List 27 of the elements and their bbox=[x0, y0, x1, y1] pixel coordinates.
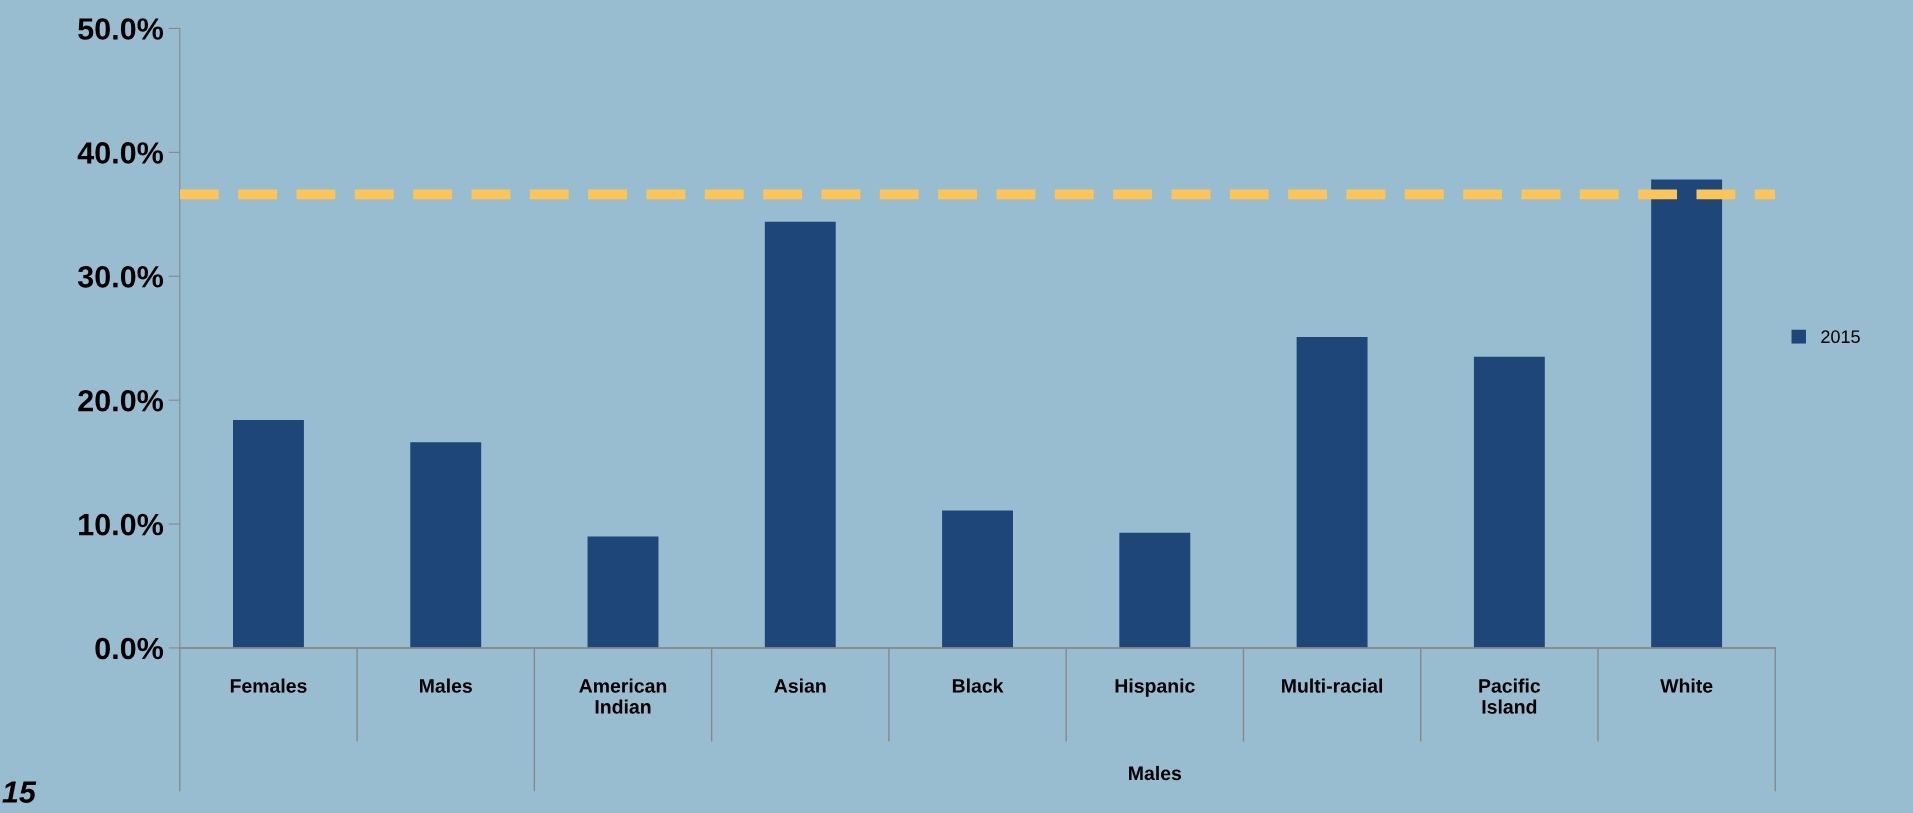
x-tick-label: Females bbox=[230, 678, 307, 693]
x-tick-label: White bbox=[1660, 678, 1713, 693]
x-tick-label: Hispanic bbox=[1115, 678, 1195, 697]
x-tick-label: Asian bbox=[774, 678, 826, 693]
y-tick-label: 20.0% bbox=[78, 389, 164, 412]
bar bbox=[1296, 336, 1368, 648]
x-tick-label: Black bbox=[952, 678, 1004, 693]
x-tick-label: Multi-racial bbox=[1282, 678, 1383, 693]
text: Males bbox=[1129, 765, 1182, 781]
y-tick-label: 10.0% bbox=[79, 513, 164, 536]
bar bbox=[1473, 356, 1545, 648]
bar bbox=[1119, 532, 1191, 648]
bar bbox=[233, 419, 304, 648]
legend-label: 2015 bbox=[1821, 330, 1860, 344]
bar bbox=[942, 510, 1013, 648]
y-tick-label: 0.0% bbox=[95, 637, 164, 660]
y-tick-label: 40.0% bbox=[77, 142, 164, 164]
x-tick-label: American Indian bbox=[579, 678, 667, 714]
x-tick-label: Pacific Island bbox=[1479, 678, 1541, 714]
x-tick-label: Males bbox=[420, 678, 472, 693]
bar bbox=[1651, 179, 1723, 648]
y-tick-label: 30.0% bbox=[77, 265, 164, 288]
y-tick-label: 50.0% bbox=[78, 18, 164, 40]
text: 15 bbox=[2, 781, 37, 803]
bar bbox=[587, 536, 659, 648]
bar bbox=[410, 442, 482, 648]
bar bbox=[764, 221, 836, 648]
